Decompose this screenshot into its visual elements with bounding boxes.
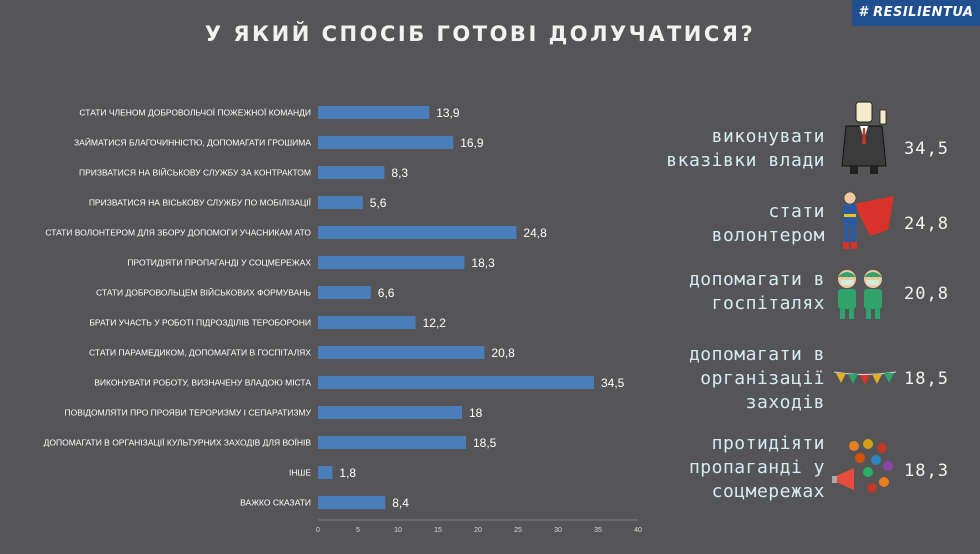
highlight-label-1: стати волонтером — [712, 200, 825, 248]
category-label: ВАЖКО СКАЗАТИ — [240, 498, 311, 508]
bar-chart: СТАТИ ЧЛЕНОМ ДОБРОВОЛЬЧОЇ ПОЖЕЖНОЇ КОМАН… — [44, 106, 642, 534]
bar — [318, 286, 371, 299]
x-tick-label: 25 — [514, 527, 522, 534]
value-label: 34,5 — [601, 376, 625, 390]
value-label: 6,6 — [378, 286, 395, 300]
value-label: 18 — [469, 406, 483, 420]
bar — [318, 196, 363, 209]
superhero-icon — [843, 191, 894, 249]
value-label: 8,3 — [391, 166, 408, 180]
x-tick-label: 30 — [554, 527, 562, 534]
value-label: 24,8 — [523, 226, 547, 240]
highlight-label-3: допомагати в організації заходів — [689, 343, 825, 415]
highlight-line: стати — [768, 201, 825, 222]
highlight-line: допомагати в — [688, 269, 825, 290]
highlight-line: допомагати в — [688, 344, 825, 365]
bar — [318, 466, 333, 479]
category-label: СТАТИ ПАРАМЕДИКОМ, ДОПОМАГАТИ В ГОСПІТАЛ… — [89, 348, 311, 358]
highlight-value-3: 18,5 — [904, 369, 949, 389]
official-icon — [841, 101, 887, 174]
x-tick-label: 20 — [474, 527, 482, 534]
medics-icon — [838, 270, 882, 319]
bar — [318, 316, 416, 329]
bar — [318, 136, 454, 149]
highlight-label-2: допомагати в госпіталях — [689, 268, 825, 316]
category-label: БРАТИ УЧАСТЬ У РОБОТІ ПІДРОЗДІЛІВ ТЕРОБО… — [89, 318, 311, 328]
value-label: 1,8 — [339, 466, 356, 480]
highlight-line: пропаганді у — [688, 457, 825, 478]
category-label: ПРИЗВАТИСЯ НА ВІЙСЬКОВУ СЛУЖБУ ЗА КОНТРА… — [79, 167, 311, 178]
highlight-line: заходів — [745, 392, 825, 413]
highlight-label-4: протидіяти пропаганді у соцмережах — [689, 432, 825, 504]
bunting-icon — [834, 371, 896, 385]
bar — [318, 346, 485, 359]
category-label: ВИКОНУВАТИ РОБОТУ, ВИЗНАЧЕНУ ВЛАДОЮ МІСТ… — [94, 378, 311, 388]
highlight-line: вказівки влади — [666, 150, 825, 171]
value-label: 13,9 — [436, 106, 460, 120]
highlight-line: виконувати — [711, 126, 825, 147]
x-tick-label: 15 — [434, 527, 442, 534]
highlight-line: соцмережах — [711, 481, 825, 502]
category-label: СТАТИ ВОЛОНТЕРОМ ДЛЯ ЗБОРУ ДОПОМОГИ УЧАС… — [45, 228, 311, 238]
x-tick-label: 40 — [634, 527, 642, 534]
page-title: У ЯКИЙ СПОСІБ ГОТОВІ ДОЛУЧАТИСЯ? — [204, 22, 756, 46]
bar — [318, 406, 462, 419]
highlight-label-0: виконувати вказівки влади — [666, 125, 825, 173]
bar — [318, 436, 466, 449]
value-label: 12,2 — [423, 316, 447, 330]
x-tick-label: 10 — [394, 527, 402, 534]
highlight-line: госпіталях — [711, 293, 825, 314]
category-label: СТАТИ ДОБРОВОЛЬЦЕМ ВІЙСЬКОВИХ ФОРМУВАНЬ — [96, 287, 311, 298]
highlight-line: організації — [700, 368, 825, 389]
x-tick-label: 0 — [316, 527, 320, 534]
category-label: СТАТИ ЧЛЕНОМ ДОБРОВОЛЬЧОЇ ПОЖЕЖНОЇ КОМАН… — [79, 108, 311, 118]
value-label: 8,4 — [392, 496, 409, 510]
category-label: ПРИЗВАТИСЯ НА ВІСЬКОВУ СЛУЖБУ ПО МОБІЛІЗ… — [89, 198, 312, 208]
category-label: ІНШЕ — [289, 468, 311, 478]
value-label: 20,8 — [491, 346, 515, 360]
bar — [318, 496, 386, 509]
x-tick-label: 35 — [594, 527, 602, 534]
highlight-line: протидіяти — [711, 433, 825, 454]
bar — [318, 226, 517, 239]
resilientua-logo: # RESILIENTUA — [852, 0, 980, 26]
category-label: ДОПОМАГАТИ В ОРГАНІЗАЦІЇ КУЛЬТУРНИХ ЗАХО… — [44, 438, 312, 448]
value-label: 18,5 — [473, 436, 497, 450]
category-label: ЗАЙМАТИСЯ БЛАГОЧИННІСТЮ, ДОПОМАГАТИ ГРОШ… — [74, 137, 311, 148]
megaphone-icon — [832, 439, 893, 493]
value-label: 18,3 — [471, 256, 495, 270]
category-label: ПОВІДОМЛЯТИ ПРО ПРОЯВИ ТЕРОРИЗМУ І СЕПАР… — [65, 408, 312, 418]
value-label: 5,6 — [370, 196, 387, 210]
highlight-value-2: 20,8 — [904, 284, 949, 304]
bar — [318, 106, 430, 119]
bar — [318, 376, 594, 389]
bar — [318, 256, 465, 269]
category-label: ПРОТИДІЯТИ ПРОПАГАНДІ У СОЦМЕРЕЖАХ — [127, 258, 311, 268]
highlight-value-0: 34,5 — [904, 139, 949, 159]
highlight-line: волонтером — [711, 225, 825, 246]
bar — [318, 166, 385, 179]
x-tick-label: 5 — [356, 527, 360, 534]
value-label: 16,9 — [460, 136, 484, 150]
highlight-value-4: 18,3 — [904, 461, 949, 481]
highlight-value-1: 24,8 — [904, 214, 949, 234]
